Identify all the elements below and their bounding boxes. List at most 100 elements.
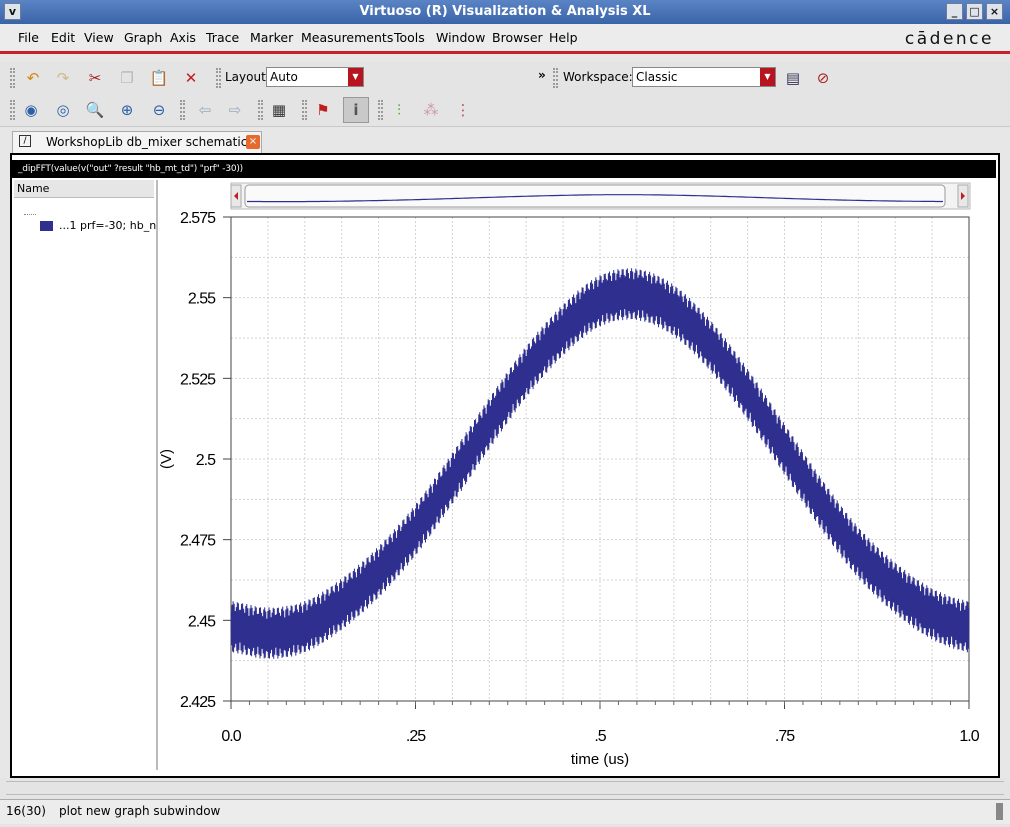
y-tick-label: 2.5 (196, 452, 216, 469)
x-axis: 0.0 .25 .5 .75 1.0 (221, 701, 981, 745)
menu-marker[interactable]: Marker (250, 30, 294, 45)
pan-icon[interactable]: ◎ (56, 101, 70, 119)
menu-axis[interactable]: Axis (170, 30, 196, 45)
split-traces-icon[interactable]: ⋮ (455, 101, 471, 119)
x-tick-label: 1.0 (959, 728, 979, 745)
workspace-select[interactable]: Classic ▼ (632, 67, 776, 87)
title-bar: v Virtuoso (R) Visualization & Analysis … (0, 0, 1010, 24)
layout-value: Auto (270, 70, 298, 84)
toolbar-grip[interactable] (302, 100, 307, 120)
tab-label: WorkshopLib db_mixer schematic (46, 135, 248, 149)
chevron-down-icon: ▼ (760, 68, 775, 86)
toolbar-grip[interactable] (10, 100, 15, 120)
strip-chart-icon[interactable]: ⫶ (397, 101, 401, 119)
left-arrow-icon (234, 192, 238, 200)
menu-trace[interactable]: Trace (206, 30, 240, 45)
toolbar-grip[interactable] (258, 100, 263, 120)
status-count: 16(30) (6, 804, 46, 818)
copy-icon[interactable]: ❐ (120, 69, 134, 87)
graph-window-icon: / (19, 135, 31, 147)
window-title: Virtuoso (R) Visualization & Analysis XL (359, 4, 651, 19)
browser-header: Name (14, 180, 154, 198)
marker-flag-icon[interactable]: ⚑ (316, 101, 330, 119)
close-tab-icon[interactable]: × (246, 135, 260, 149)
horizontal-scrollbar[interactable] (6, 781, 1004, 795)
y-tick-label: 2.45 (188, 613, 216, 630)
menu-bar: File Edit View Graph Axis Trace Marker M… (0, 24, 1010, 54)
status-message: plot new graph subwindow (59, 804, 221, 818)
status-line: 16(30) plot new graph subwindow (0, 799, 1010, 824)
toolbar-graph: ◉ ◎ 🔍 ⊕ ⊖ ⇦ ⇨ ▦ ⚑ i ⫶ ⁂ ⋮ (0, 94, 1010, 127)
expression-bar: _dipFFT(value(v("out" ?result "hb_mt_td"… (12, 160, 996, 178)
y-tick-label: 2.475 (180, 533, 216, 550)
x-axis-label: time (us) (571, 751, 629, 768)
layout-label: Layout: (225, 70, 270, 84)
toolbar-overflow-button[interactable]: » (538, 68, 546, 82)
toolbar-grip[interactable] (180, 100, 185, 120)
menu-tools[interactable]: Tools (394, 30, 425, 45)
save-workspace-icon[interactable]: ▤ (785, 69, 801, 87)
toolbar-grip[interactable] (216, 68, 221, 88)
toolbar-grip[interactable] (10, 68, 15, 88)
overview-scrollbar[interactable] (230, 182, 971, 210)
menu-measurements[interactable]: Measurements (301, 30, 394, 45)
right-arrow-icon (961, 192, 965, 200)
chevron-down-icon: ▼ (348, 68, 363, 86)
window-menu-button[interactable]: v (4, 3, 21, 20)
zoom-fit-icon[interactable]: ◉ (24, 101, 38, 119)
minimize-button[interactable]: _ (946, 3, 963, 20)
overview-trace (247, 194, 943, 203)
waveform-chart[interactable]: 2.425 2.45 2.475 2.5 2.525 2.55 2.575 0.0 .25 .5… (157, 180, 995, 770)
overview-slider-thumb[interactable] (244, 184, 946, 208)
y-axis-label: (V) (158, 449, 175, 469)
calculator-icon[interactable]: ▦ (271, 101, 287, 119)
y-tick-label: 2.575 (180, 210, 216, 227)
info-icon[interactable]: i (343, 97, 369, 123)
status-resize-grip[interactable] (996, 803, 1003, 820)
x-tick-label: 0.0 (221, 728, 241, 745)
trace-color-swatch (40, 221, 53, 231)
tree-connector (24, 214, 36, 215)
delete-icon[interactable]: ✕ (184, 69, 198, 87)
menu-help[interactable]: Help (549, 30, 578, 45)
menu-file[interactable]: File (18, 30, 39, 45)
x-tick-label: .25 (406, 728, 426, 745)
cadence-logo: cādence (904, 29, 994, 49)
trace-label[interactable]: ...1 prf=-30; hb_n (59, 219, 157, 232)
delete-workspace-icon[interactable]: ⊘ (816, 69, 830, 87)
toolbar-grip[interactable] (553, 68, 558, 88)
trace-line[interactable] (230, 268, 970, 659)
composite-icon[interactable]: ⁂ (423, 101, 439, 119)
menu-window[interactable]: Window (436, 30, 486, 45)
y-tick-label: 2.425 (180, 694, 216, 711)
menu-view[interactable]: View (84, 30, 114, 45)
forward-arrow-icon[interactable]: ⇨ (228, 101, 242, 119)
maximize-button[interactable]: □ (966, 3, 983, 20)
y-tick-label: 2.525 (180, 371, 216, 388)
x-tick-label: .5 (594, 728, 606, 745)
graph-area[interactable]: 2.425 2.45 2.475 2.5 2.525 2.55 2.575 0.0 .25 .5… (157, 180, 995, 770)
zoom-in-icon[interactable]: ⊕ (120, 101, 134, 119)
y-tick-label: 2.55 (188, 291, 216, 308)
workspace-value: Classic (636, 70, 678, 84)
y-axis: 2.425 2.45 2.475 2.5 2.525 2.55 2.575 (180, 210, 231, 711)
zoom-icon[interactable]: 🔍 (85, 101, 105, 119)
layout-select[interactable]: Auto ▼ (266, 67, 364, 87)
menu-graph[interactable]: Graph (124, 30, 163, 45)
redo-icon[interactable]: ↷ (56, 69, 70, 87)
cut-icon[interactable]: ✂ (88, 69, 102, 87)
back-arrow-icon[interactable]: ⇦ (198, 101, 212, 119)
x-tick-label: .75 (775, 728, 795, 745)
undo-icon[interactable]: ↶ (26, 69, 40, 87)
tab-schematic[interactable]: / WorkshopLib db_mixer schematic × (12, 131, 262, 153)
paste-icon[interactable]: 📋 (149, 69, 169, 87)
workspace-label: Workspace: (563, 70, 633, 84)
status-bar: 16(30) plot new graph subwindow (0, 778, 1010, 827)
menu-browser[interactable]: Browser (492, 30, 543, 45)
zoom-out-icon[interactable]: ⊖ (152, 101, 166, 119)
toolbar-grip[interactable] (378, 100, 383, 120)
toolbar-main: ↶ ↷ ✂ ❐ 📋 ✕ Layout: Auto ▼ » Workspace: … (0, 62, 1010, 95)
menu-edit[interactable]: Edit (51, 30, 76, 45)
trace-browser: Name ...1 prf=-30; hb_n (14, 180, 158, 770)
close-window-button[interactable]: × (986, 3, 1003, 20)
